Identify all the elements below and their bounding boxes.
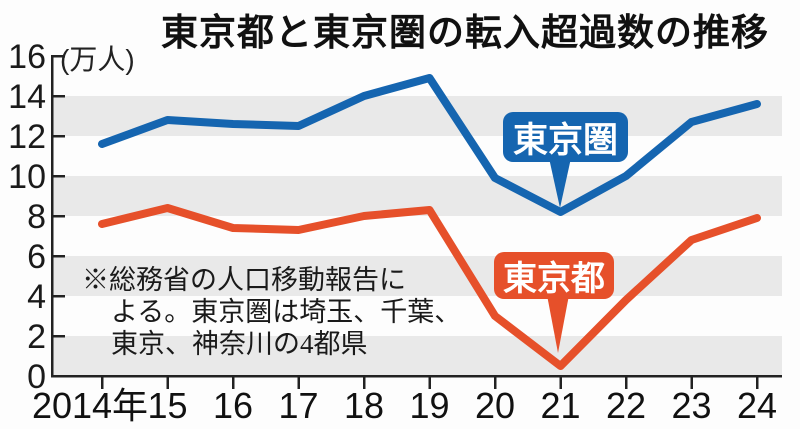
y-tick-label: 12	[8, 118, 46, 156]
x-tick-label: 19	[409, 385, 449, 426]
annotation-line: 東京、神奈川の4都県	[111, 329, 368, 359]
x-tick-label: 17	[278, 385, 318, 426]
series-line-tokyo-metro	[98, 204, 761, 370]
x-tick-label: 2014年	[32, 385, 148, 426]
x-tick	[166, 377, 169, 389]
x-tick-label: 16	[213, 385, 253, 426]
annotation-line: ※総務省の人口移動報告に	[82, 265, 406, 295]
x-axis-line	[51, 375, 782, 378]
x-tick-label: 20	[475, 385, 515, 426]
grid-band	[53, 256, 782, 296]
x-tick-label: 23	[671, 385, 711, 426]
grid-band	[53, 336, 782, 376]
y-tick	[51, 135, 65, 138]
x-tick	[428, 377, 431, 389]
callout-pointer-tokyo-area	[549, 158, 571, 208]
annotation-line: よる。東京圏は埼玉、千葉、	[111, 297, 462, 327]
x-tick	[363, 377, 366, 389]
y-tick	[51, 375, 65, 378]
x-tick	[297, 377, 300, 389]
x-tick-label: 21	[540, 385, 580, 426]
grid-band	[53, 96, 782, 136]
y-tick-label: 8	[27, 198, 46, 236]
series-line-tokyo-area	[98, 74, 761, 216]
y-tick-label: 14	[8, 78, 46, 116]
x-tick-label: 18	[344, 385, 384, 426]
y-tick-label: 10	[8, 158, 46, 196]
y-tick	[51, 55, 65, 58]
x-tick	[559, 377, 562, 389]
series-label-tokyo-metro: 東京都	[494, 252, 614, 299]
y-tick	[51, 175, 65, 178]
y-tick	[51, 255, 65, 258]
x-tick-label: 22	[606, 385, 646, 426]
y-tick-label: 2	[27, 318, 46, 356]
x-tick	[232, 377, 235, 389]
x-tick	[756, 377, 759, 389]
y-tick	[51, 95, 65, 98]
x-tick	[101, 377, 104, 389]
x-tick	[494, 377, 497, 389]
page-title: 東京都と東京圏の転入超過数の推移	[161, 12, 769, 53]
y-axis-unit-label: (万人)	[60, 44, 135, 75]
x-tick-label: 15	[147, 385, 187, 426]
y-tick-label: 0	[27, 358, 46, 396]
x-tick-label: 24	[737, 385, 777, 426]
y-tick	[51, 215, 65, 218]
y-tick-label: 16	[8, 38, 46, 76]
series-label-tokyo-area: 東京圏	[503, 112, 628, 162]
source-annotation: ※総務省の人口移動報告に よる。東京圏は埼玉、千葉、 東京、神奈川の4都県	[82, 264, 461, 360]
callout-pointer-tokyo-metro	[547, 295, 569, 353]
x-tick	[690, 377, 693, 389]
y-tick	[51, 295, 65, 298]
x-tick	[625, 377, 628, 389]
y-tick	[51, 335, 65, 338]
y-tick-label: 4	[27, 278, 46, 316]
y-tick-label: 6	[27, 238, 46, 276]
